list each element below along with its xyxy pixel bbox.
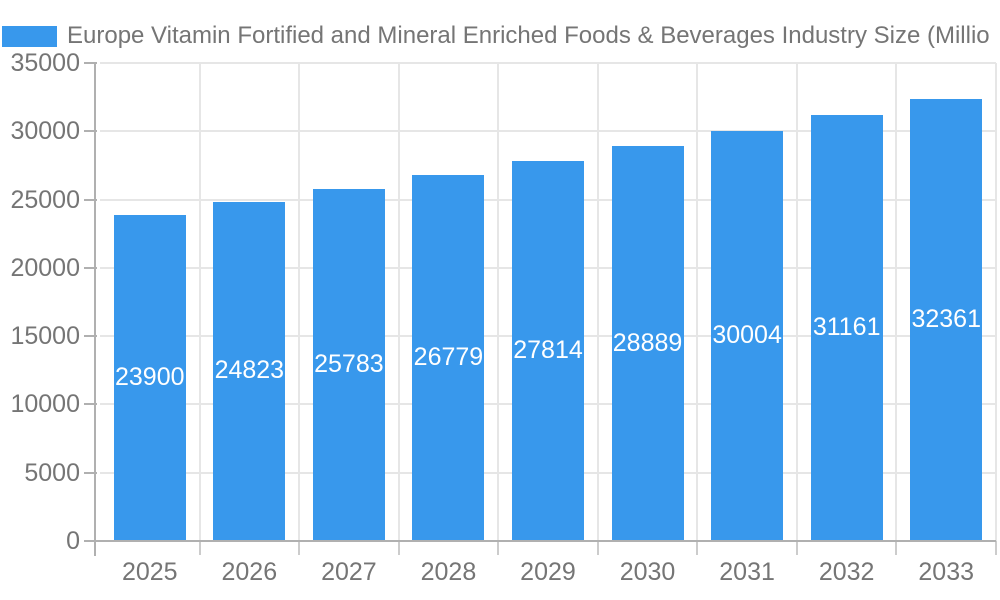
y-axis-label: 10000: [10, 390, 80, 419]
y-gridline: [100, 130, 996, 133]
y-axis-tick: [84, 62, 97, 64]
y-axis-label: 5000: [24, 458, 80, 487]
bar-value-label: 27814: [513, 336, 583, 365]
x-axis-tick: [298, 541, 301, 555]
bar-2029[interactable]: [512, 161, 584, 541]
y-axis-label: 25000: [10, 185, 80, 214]
legend[interactable]: Europe Vitamin Fortified and Mineral Enr…: [0, 0, 1000, 58]
x-axis-label: 2031: [719, 558, 775, 586]
x-gridline: [596, 63, 599, 541]
x-axis-tick: [397, 541, 400, 555]
y-axis-tick: [84, 266, 97, 269]
y-axis-label: 20000: [10, 253, 80, 282]
bar-2026[interactable]: [213, 201, 286, 541]
bar-value-label: 23900: [115, 362, 185, 391]
x-gridline: [895, 63, 898, 541]
x-axis-tick: [497, 541, 500, 555]
x-axis-label: 2025: [121, 558, 178, 586]
bar-value-label: 32361: [911, 305, 981, 334]
bar-value-label: 26779: [413, 343, 484, 372]
x-axis-tick: [795, 541, 798, 555]
bar-value-label: 25783: [314, 349, 384, 378]
y-axis-label: 15000: [10, 322, 80, 351]
y-axis-label: 0: [66, 527, 80, 555]
x-gridline: [298, 63, 301, 541]
x-axis-label: 2028: [420, 558, 477, 586]
x-gridline: [995, 63, 997, 541]
x-axis-label: 2027: [321, 558, 377, 586]
x-axis-label: 2026: [221, 558, 278, 586]
bar-value-label: 31161: [812, 313, 881, 342]
y-axis-tick: [84, 198, 97, 201]
bar-2033[interactable]: [910, 99, 983, 541]
bar-2028[interactable]: [412, 175, 485, 541]
bar-2032[interactable]: [810, 115, 883, 541]
x-gridline: [198, 63, 201, 541]
bar-value-label: 30004: [712, 321, 782, 350]
x-axis-line: [84, 540, 996, 542]
y-axis-label: 35000: [10, 49, 80, 77]
bar-2027[interactable]: [312, 188, 385, 541]
y-axis-tick: [84, 403, 97, 406]
x-axis-label: 2029: [520, 558, 576, 586]
x-axis-label: 2030: [619, 558, 676, 586]
legend-series-label: Europe Vitamin Fortified and Mineral Enr…: [67, 22, 990, 49]
x-axis-label: 2032: [818, 558, 875, 586]
bar-2030[interactable]: [611, 146, 684, 541]
x-axis-tick: [696, 541, 699, 555]
y-axis-tick: [84, 335, 97, 338]
legend-swatch-icon: [2, 26, 57, 47]
bar-value-label: 24823: [214, 356, 285, 385]
y-axis-tick: [84, 471, 97, 474]
x-axis-tick: [895, 541, 898, 555]
x-gridline: [397, 63, 400, 541]
bar-2031[interactable]: [711, 131, 784, 541]
y-axis-tick: [84, 130, 97, 133]
x-axis-tick: [995, 541, 997, 555]
y-gridline: [100, 62, 996, 64]
x-axis-label: 2033: [918, 558, 975, 586]
bar-value-label: 28889: [612, 328, 683, 357]
x-gridline: [795, 63, 798, 541]
x-axis-tick: [596, 541, 599, 555]
x-gridline: [497, 63, 500, 541]
y-axis-line: [94, 63, 96, 556]
x-axis-tick: [198, 541, 201, 555]
y-axis-label: 30000: [10, 117, 80, 146]
bar-2025[interactable]: [113, 214, 186, 541]
x-gridline: [696, 63, 699, 541]
